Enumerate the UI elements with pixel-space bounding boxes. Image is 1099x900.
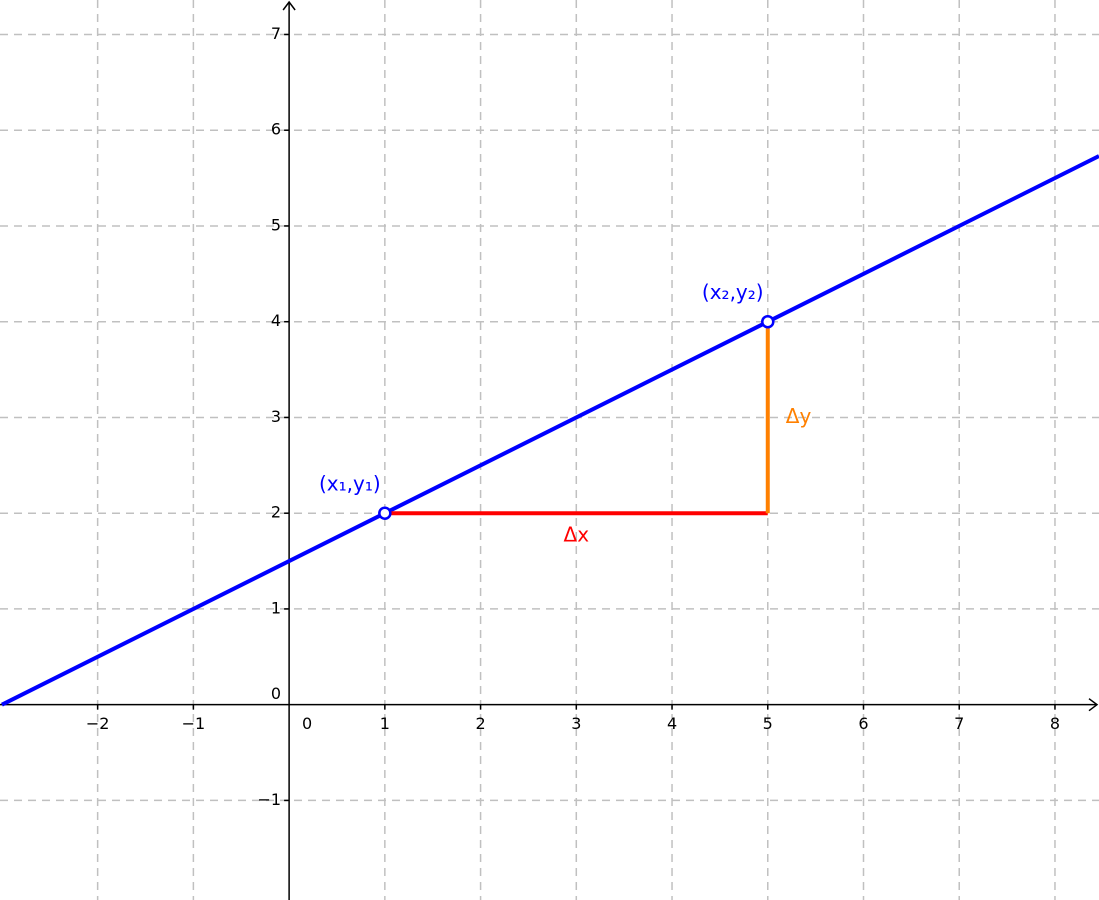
point bbox=[761, 314, 775, 329]
line bbox=[1, 154, 1099, 707]
point bbox=[378, 506, 392, 520]
x-tick-label: 0 bbox=[302, 714, 312, 733]
x-tick-label: 2 bbox=[475, 714, 485, 733]
point-label: (x₂,y₂) bbox=[702, 280, 764, 304]
y-axis-arrow bbox=[282, 0, 296, 11]
x-tick-label: −1 bbox=[182, 714, 206, 733]
point-label: (x₁,y₁) bbox=[319, 472, 381, 496]
x-tick-label: 7 bbox=[954, 714, 964, 733]
x-tick-label: 4 bbox=[667, 714, 677, 733]
x-tick-label: 5 bbox=[763, 714, 773, 733]
x-tick-label: 8 bbox=[1050, 714, 1060, 733]
x-tick-label: 3 bbox=[571, 714, 581, 733]
segment-label: Δy bbox=[786, 404, 812, 428]
x-tick-label: −2 bbox=[86, 714, 110, 733]
y-tick-label: 2 bbox=[271, 503, 281, 522]
y-tick-label: 3 bbox=[271, 407, 281, 426]
x-tick-label: 1 bbox=[380, 714, 390, 733]
x-tick-label: 6 bbox=[858, 714, 868, 733]
x-axis-arrow bbox=[1088, 698, 1099, 712]
y-tick-label: 5 bbox=[271, 215, 281, 234]
y-tick-label: 4 bbox=[271, 311, 281, 330]
segment-label: Δx bbox=[564, 523, 590, 547]
y-tick-label: 1 bbox=[271, 598, 281, 617]
y-tick-label: 6 bbox=[271, 120, 281, 139]
y-tick-label: 0 bbox=[271, 684, 281, 703]
marks: Δx Δy (x₁,y₁) (x₂,y₂) bbox=[1, 154, 1099, 707]
y-tick-label: 7 bbox=[271, 24, 281, 43]
y-tick-label: −1 bbox=[258, 790, 282, 809]
